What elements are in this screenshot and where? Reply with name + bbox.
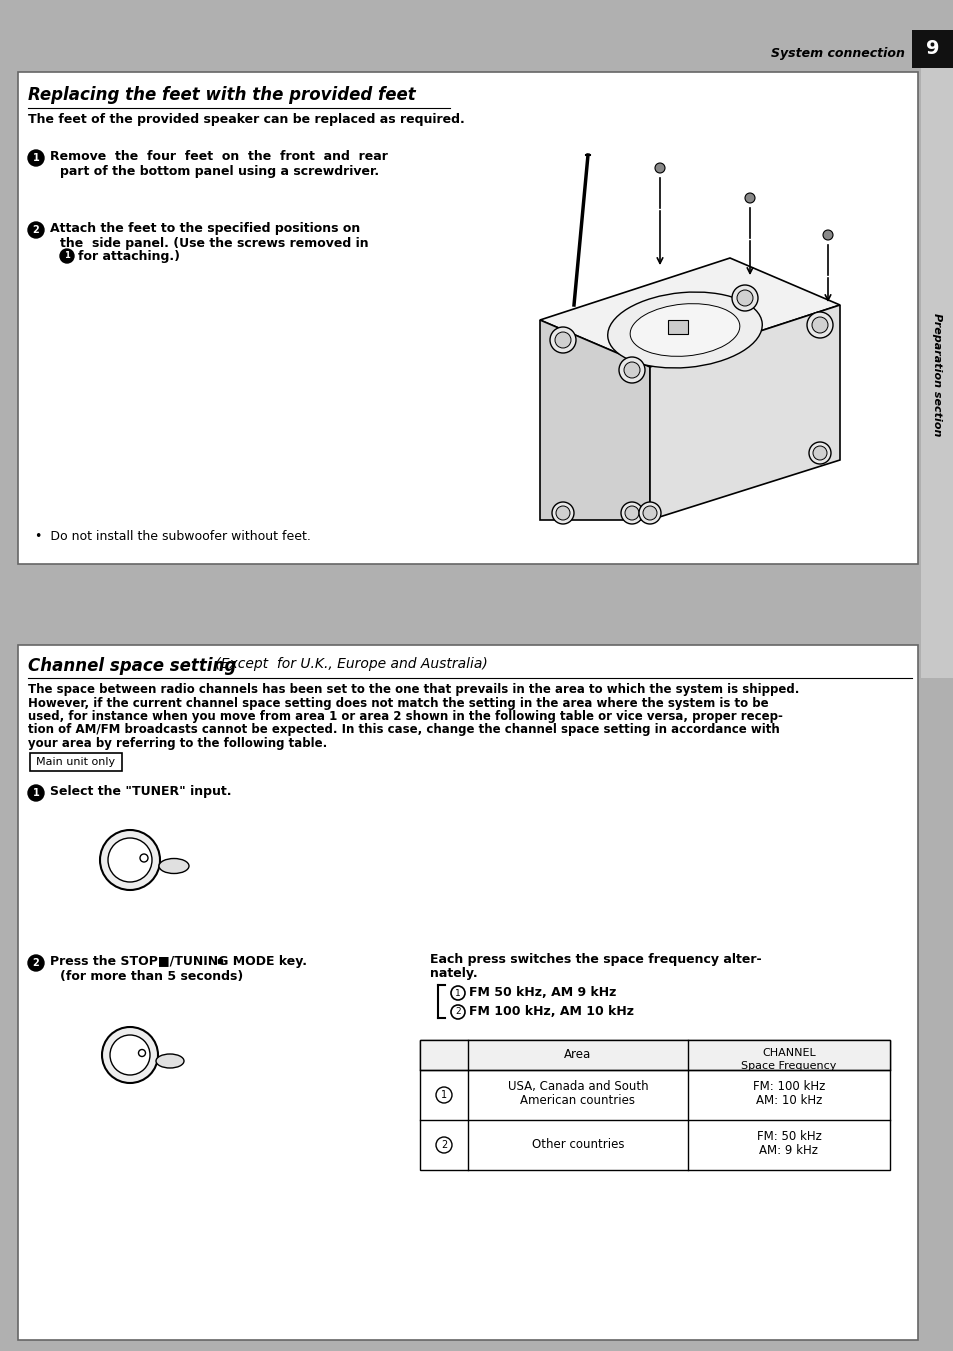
Circle shape (140, 854, 148, 862)
Text: 1: 1 (440, 1090, 447, 1100)
Text: 1: 1 (32, 153, 39, 163)
Text: Other countries: Other countries (531, 1139, 623, 1151)
Circle shape (744, 193, 754, 203)
Text: part of the bottom panel using a screwdriver.: part of the bottom panel using a screwdr… (60, 165, 378, 178)
Circle shape (555, 332, 571, 349)
Text: Each press switches the space frequency alter-: Each press switches the space frequency … (430, 952, 760, 966)
Circle shape (138, 1050, 146, 1056)
Text: Preparation section: Preparation section (931, 313, 941, 436)
Ellipse shape (156, 1054, 184, 1069)
Text: Space Frequency: Space Frequency (740, 1061, 836, 1071)
Text: Remove  the  four  feet  on  the  front  and  rear: Remove the four feet on the front and re… (50, 150, 388, 163)
Circle shape (451, 986, 464, 1000)
Text: the  side panel. (Use the screws removed in: the side panel. (Use the screws removed … (60, 236, 368, 250)
Text: FM: 100 kHz: FM: 100 kHz (752, 1079, 824, 1093)
Text: AM: 10 kHz: AM: 10 kHz (755, 1094, 821, 1106)
Circle shape (623, 362, 639, 378)
Circle shape (100, 830, 160, 890)
Circle shape (28, 150, 44, 166)
Text: (for more than 5 seconds): (for more than 5 seconds) (60, 970, 243, 984)
Text: System connection: System connection (770, 47, 904, 59)
Circle shape (808, 442, 830, 463)
Polygon shape (539, 258, 840, 367)
Text: for attaching.): for attaching.) (78, 250, 180, 263)
Text: 9: 9 (925, 39, 939, 58)
Bar (419, 1040, 889, 1070)
Text: •  Do not install the subwoofer without feet.: • Do not install the subwoofer without f… (35, 530, 311, 543)
Text: USA, Canada and South: USA, Canada and South (507, 1079, 648, 1093)
Circle shape (737, 290, 752, 305)
Bar (667, 320, 687, 334)
Bar (18, 72, 917, 563)
Text: used, for instance when you move from area 1 or area 2 shown in the following ta: used, for instance when you move from ar… (28, 711, 782, 723)
Circle shape (806, 312, 832, 338)
Circle shape (28, 222, 44, 238)
Text: The space between radio channels has been set to the one that prevails in the ar: The space between radio channels has bee… (28, 684, 799, 696)
Text: Channel space setting: Channel space setting (28, 657, 236, 676)
Polygon shape (649, 305, 840, 520)
Circle shape (618, 357, 644, 382)
Ellipse shape (607, 292, 761, 367)
Circle shape (436, 1138, 452, 1152)
Circle shape (451, 1005, 464, 1019)
Bar (0, 0, 953, 68)
Text: 1: 1 (32, 788, 39, 798)
Circle shape (812, 446, 826, 459)
Text: tion of AM/FM broadcasts cannot be expected. In this case, change the channel sp: tion of AM/FM broadcasts cannot be expec… (28, 724, 779, 736)
Text: 2: 2 (32, 958, 39, 969)
Circle shape (639, 503, 660, 524)
Text: American countries: American countries (520, 1094, 635, 1106)
Circle shape (822, 230, 832, 240)
Text: FM 100 kHz, AM 10 kHz: FM 100 kHz, AM 10 kHz (469, 1005, 634, 1019)
Circle shape (556, 507, 569, 520)
Text: Press the STOP■/TUNING MODE key.: Press the STOP■/TUNING MODE key. (50, 955, 307, 969)
Circle shape (28, 785, 44, 801)
Bar (18, 644, 917, 1340)
Circle shape (60, 249, 74, 263)
Text: FM 50 kHz, AM 9 kHz: FM 50 kHz, AM 9 kHz (469, 986, 616, 998)
Circle shape (655, 163, 664, 173)
Text: (Except  for U.K., Europe and Australia): (Except for U.K., Europe and Australia) (211, 657, 487, 671)
Circle shape (108, 838, 152, 882)
Text: Attach the feet to the specified positions on: Attach the feet to the specified positio… (50, 222, 360, 235)
Text: CHANNEL: CHANNEL (761, 1048, 815, 1058)
Circle shape (28, 955, 44, 971)
Bar (920, 68, 953, 678)
Text: Select the "TUNER" input.: Select the "TUNER" input. (50, 785, 232, 798)
Circle shape (620, 503, 642, 524)
Circle shape (624, 507, 639, 520)
Bar (911, 30, 953, 68)
Circle shape (550, 327, 576, 353)
Text: However, if the current channel space setting does not match the setting in the : However, if the current channel space se… (28, 697, 768, 709)
Bar (419, 1040, 889, 1170)
Text: Replacing the feet with the provided feet: Replacing the feet with the provided fee… (28, 86, 416, 104)
Circle shape (110, 1035, 150, 1075)
Text: nately.: nately. (430, 967, 477, 979)
Ellipse shape (159, 858, 189, 874)
Circle shape (552, 503, 574, 524)
Circle shape (436, 1088, 452, 1102)
Polygon shape (539, 320, 649, 520)
Text: 2: 2 (455, 1008, 460, 1016)
Text: your area by referring to the following table.: your area by referring to the following … (28, 738, 327, 750)
Text: 1: 1 (455, 989, 460, 997)
Text: 2: 2 (440, 1140, 447, 1150)
Text: Main unit only: Main unit only (36, 757, 115, 767)
Circle shape (642, 507, 657, 520)
Ellipse shape (630, 304, 740, 357)
Text: 1: 1 (64, 251, 70, 261)
Circle shape (731, 285, 758, 311)
Circle shape (102, 1027, 158, 1084)
Bar (30, 753, 122, 771)
Circle shape (811, 317, 827, 332)
Text: AM: 9 kHz: AM: 9 kHz (759, 1144, 818, 1156)
Text: The feet of the provided speaker can be replaced as required.: The feet of the provided speaker can be … (28, 113, 464, 126)
Text: Area: Area (564, 1048, 591, 1062)
Text: FM: 50 kHz: FM: 50 kHz (756, 1129, 821, 1143)
Text: 2: 2 (32, 226, 39, 235)
